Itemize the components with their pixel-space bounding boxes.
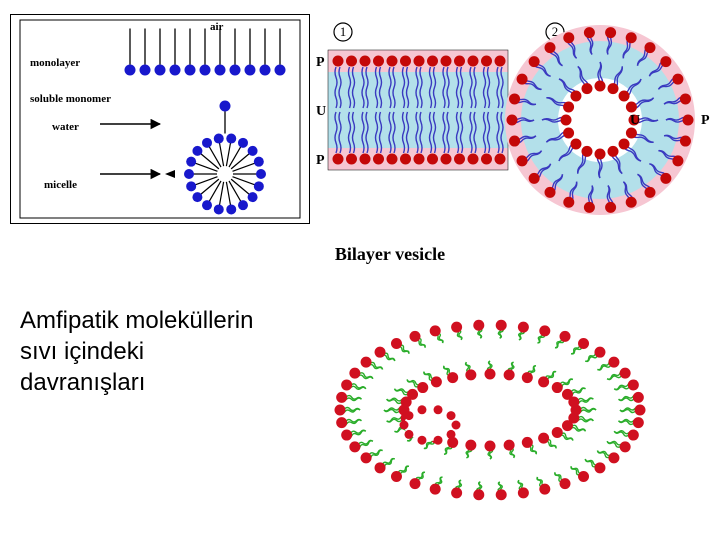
bilayer-panel: 1 P U P <box>315 12 525 212</box>
vesicle-svg <box>320 305 680 525</box>
body-line-1: Amfipatik moleküllerin <box>20 305 320 336</box>
bilayer-svg: 1 P U P <box>315 12 525 212</box>
left-panel: air monolayer soluble monomer water micelle <box>10 14 310 224</box>
svg-text:micelle: micelle <box>44 179 77 191</box>
left-panel-svg: air monolayer soluble monomer water micelle <box>10 14 310 224</box>
body-text-block: Amfipatik moleküllerin sıvı içindeki dav… <box>20 305 320 399</box>
svg-text:U: U <box>630 113 640 128</box>
liposome-svg: 2PU <box>500 12 720 232</box>
body-line-2: sıvı içindeki <box>20 336 320 367</box>
svg-text:monolayer: monolayer <box>30 57 80 69</box>
vesicle-panel <box>320 305 680 525</box>
body-line-3: davranışları <box>20 367 320 398</box>
svg-text:air: air <box>210 21 224 33</box>
liposome-panel: 2PU <box>500 12 720 232</box>
svg-text:1: 1 <box>340 24 347 39</box>
svg-text:U: U <box>316 104 326 119</box>
svg-text:water: water <box>52 121 79 133</box>
svg-text:P: P <box>316 55 325 70</box>
title-bilayer-vesicle: Bilayer vesicle <box>260 244 520 265</box>
svg-text:P: P <box>316 153 325 168</box>
svg-text:P: P <box>701 113 710 128</box>
svg-text:soluble monomer: soluble monomer <box>30 93 111 105</box>
